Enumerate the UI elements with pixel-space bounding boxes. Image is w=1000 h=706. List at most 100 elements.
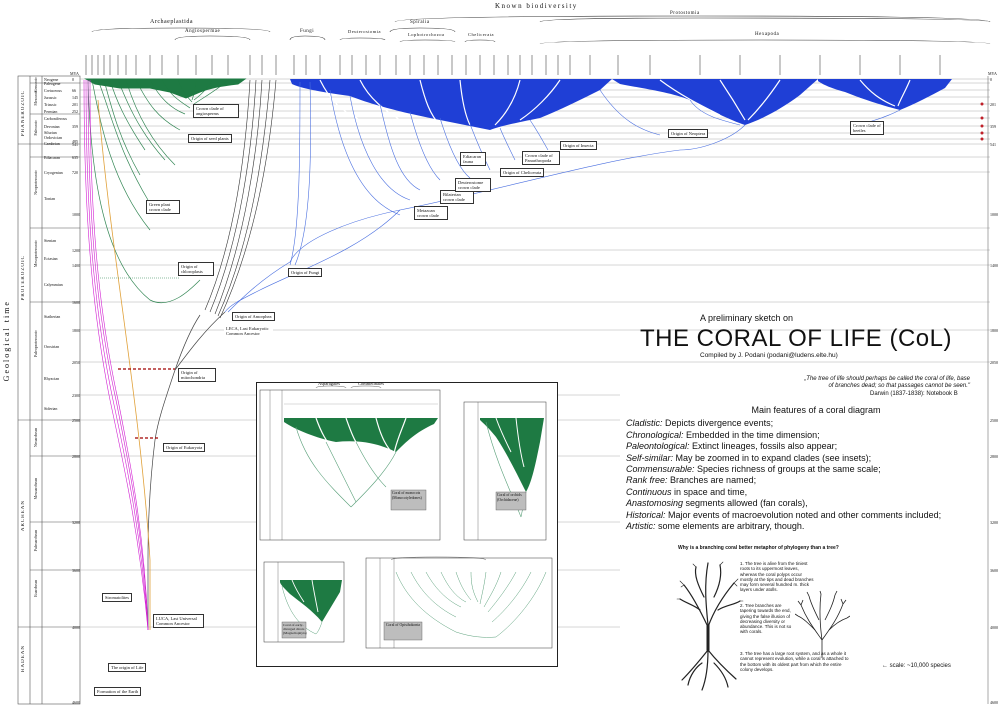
period-permian: Permian <box>44 109 58 114</box>
plant-coral <box>84 78 247 304</box>
era-mesozoic: Mesozoic <box>33 90 38 106</box>
era-mesoarchean: Mesoarchean <box>33 478 38 500</box>
feature-item: Artistic: some elements are arbitrary, t… <box>626 521 805 532</box>
tick: 2300 <box>72 393 80 398</box>
group-chelicerata: Chelicerata <box>468 32 494 37</box>
known-biodiversity-label: Known biodiversity <box>495 2 578 10</box>
tick: 485 <box>72 139 78 144</box>
callout-origin-neoptera: Origin of Neoptera <box>668 129 709 138</box>
tick: 2050 <box>990 360 998 365</box>
tick: 2500 <box>72 418 80 423</box>
tick: 201 <box>990 102 996 107</box>
inset-opisthokonta <box>365 556 553 649</box>
callout-origin-seed-plants: Origin of seed plants <box>188 134 232 143</box>
extinction-markers <box>980 102 984 141</box>
callout-formation-earth: Formation of the Earth <box>94 687 142 696</box>
inset-opisthokonta-label: Coral of Opisthokonta <box>386 623 420 627</box>
feature-item: Continuous in space and time, <box>626 486 748 497</box>
tick: 2800 <box>990 454 998 459</box>
period-ectasian: Ectasian <box>44 256 58 261</box>
feature-item: Self-similar: May be zoomed in to expand… <box>626 452 872 463</box>
presketch-text: A preliminary sketch on <box>700 313 794 323</box>
tick: 541 <box>72 142 78 147</box>
callout-origin-mitochondria: Origin of mitochondria <box>178 368 216 382</box>
animal-branch-gaps <box>319 79 911 126</box>
feature-item: Paleontological: Extinct lineages, fossi… <box>626 441 838 452</box>
era-paleoarchean: Paleoarchean <box>33 530 38 552</box>
animal-coral <box>290 79 952 130</box>
feature-item: Historical: Major events of macroevoluti… <box>626 509 942 520</box>
callout-luca: LUCA, Last Universal Common Ancestor <box>153 614 204 628</box>
coral-illustration <box>795 590 850 658</box>
orange-line <box>97 99 151 630</box>
tick: 4600 <box>990 700 998 705</box>
mya-header: MYA <box>988 71 997 76</box>
callout-metazoan-crown: Metazoan crown clade <box>414 206 448 220</box>
gymnosperm-lines <box>204 79 277 319</box>
group-angiospermae: Angiospermae <box>185 29 221 34</box>
tick: 1400 <box>990 263 998 268</box>
tick: 66 <box>72 88 76 93</box>
callout-crown-panarthropoda: Crown clade of Panarthropoda <box>522 151 560 165</box>
tick: 1600 <box>72 300 80 305</box>
inset-charts <box>259 385 553 649</box>
tick: 4600 <box>72 700 80 705</box>
era-neoarchean: Neoarchean <box>33 428 38 448</box>
tick: 252 <box>72 109 78 114</box>
life-lines <box>83 79 149 631</box>
inset-commelinales-label: Commelinales <box>358 381 384 386</box>
tick: 635 <box>72 155 78 160</box>
features-heading: Main features of a coral diagram <box>751 405 881 415</box>
group-spiralia: Spiralia <box>410 20 430 25</box>
feature-item: Anastomosing segments allowed (fan coral… <box>626 498 808 509</box>
page-title: THE CORAL OF LIFE (CoL) <box>640 325 952 352</box>
callout-origin-insecta: Origin of Insecta <box>560 141 597 150</box>
period-cryogenian: Cryogenian <box>44 170 63 175</box>
tick: 2050 <box>72 360 80 365</box>
group-protostomia: Protostomia <box>670 11 700 16</box>
group-fungi: Fungi <box>300 29 315 34</box>
backbone-lines <box>147 311 226 630</box>
geological-time-label: Geological time <box>2 300 11 382</box>
features-list: Main features of a coral diagram Cladist… <box>626 405 986 532</box>
callout-stromatolites: Stromatolites <box>102 593 132 602</box>
header-brackets <box>91 15 991 45</box>
inset-asparagales-label: Asparagales <box>318 381 340 386</box>
coral-note-2: 2. Tree branches are tapering towards th… <box>740 603 792 635</box>
coral-vs-tree-question: Why is a branching coral better metaphor… <box>678 545 839 551</box>
group-lophotrochozoa: Lophotrochozoa <box>408 32 445 37</box>
tick: 145 <box>72 95 78 100</box>
tick: 3200 <box>990 520 998 525</box>
eon-archean: ARCHEAN <box>21 500 26 532</box>
callout-green-crown: Green plant crown clade <box>146 200 180 214</box>
inset-orchids <box>463 401 547 541</box>
era-mesoproterozoic: Mesoproterozoic <box>33 240 38 268</box>
eon-proterozoic: PROTEROZOIC <box>21 255 26 301</box>
period-carboniferous: Carboniferous <box>44 116 67 121</box>
event-dashes <box>118 368 175 439</box>
animal-lines <box>224 81 901 313</box>
tick: 1200 <box>72 248 80 253</box>
tick: 1800 <box>990 328 998 333</box>
period-devonian: Devonian <box>44 124 60 129</box>
scale-note: ← scale: ~10,000 species <box>882 663 951 669</box>
era-paleozoic: Paleozoic <box>33 120 38 136</box>
coral-note-3: 3. The tree has a large root system, and… <box>740 651 849 672</box>
period-tonian: Tonian <box>44 196 56 201</box>
tick: 201 <box>72 102 78 107</box>
eon-hadean: HADEAN <box>21 645 26 673</box>
tree-illustration <box>676 561 744 691</box>
callout-origin-plastids: Origin of chloroplasts <box>178 262 214 276</box>
group-hexapoda: Hexapoda <box>755 32 780 37</box>
callout-origin-amorphea: Origin of Amorphea <box>232 312 275 321</box>
darwin-citation: Darwin (1837-1838): Notebook B <box>870 391 958 397</box>
group-deuterostomia: Deuterostomia <box>348 29 381 34</box>
callout-leca: LECA, Last Eukaryotic Common Ancestor <box>224 325 273 337</box>
callout-crown-beetles: Crown clade of beetles <box>850 121 884 135</box>
period-statherian: Statherian <box>44 314 61 319</box>
tick: 1800 <box>72 328 80 333</box>
callout-origin-chelicerata: Origin of Chelicerata <box>500 168 545 177</box>
tick: 0 <box>990 77 992 82</box>
callout-origin-eukaryota: Origin of Eukaryota <box>163 443 206 452</box>
tick: 1000 <box>990 212 998 217</box>
